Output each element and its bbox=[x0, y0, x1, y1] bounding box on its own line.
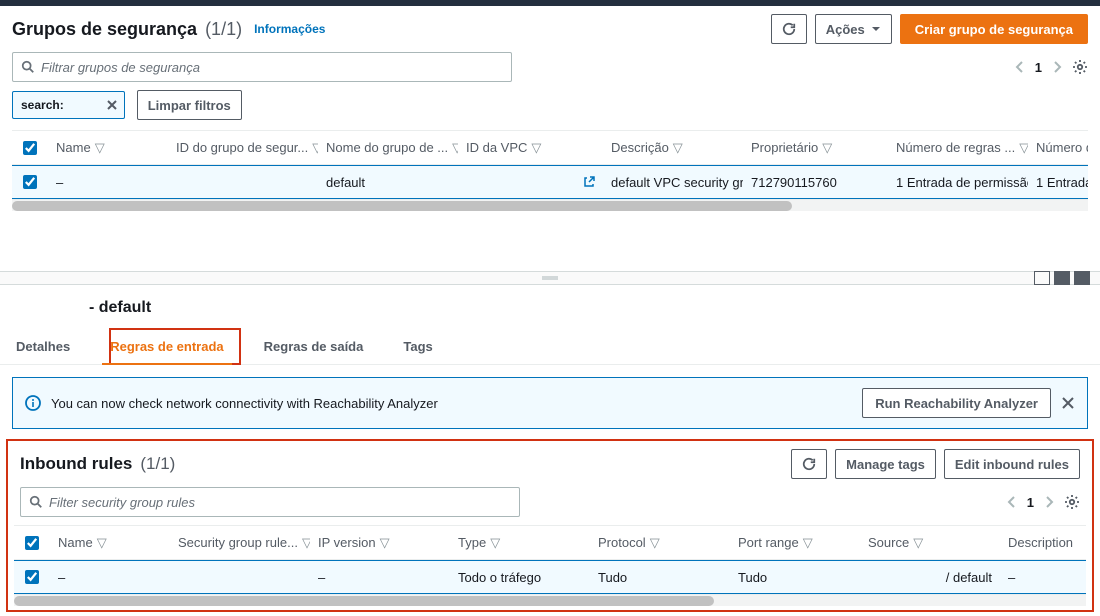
horizontal-scrollbar[interactable] bbox=[12, 199, 1088, 211]
icell-port-range: Tudo bbox=[730, 570, 860, 585]
cell-name: – bbox=[48, 175, 168, 190]
filter-token: search: bbox=[12, 91, 125, 119]
col-description[interactable]: Descrição▽ bbox=[603, 140, 743, 156]
filter-placeholder: Filtrar grupos de segurança bbox=[41, 60, 200, 75]
search-icon bbox=[21, 60, 35, 74]
icell-type: Todo o tráfego bbox=[450, 570, 590, 585]
tab-details[interactable]: Detalhes bbox=[16, 329, 86, 364]
panel-count: (1/1) bbox=[205, 19, 242, 40]
icol-rule-id[interactable]: Security group rule...▽ bbox=[170, 535, 310, 551]
filter-token-close[interactable] bbox=[106, 99, 118, 111]
info-icon bbox=[25, 395, 41, 411]
actions-label: Ações bbox=[826, 22, 865, 37]
cell-description: default VPC security gr... bbox=[603, 175, 743, 190]
inbound-page-number: 1 bbox=[1027, 495, 1034, 510]
grip-icon bbox=[540, 275, 560, 281]
icol-ip-version[interactable]: IP version▽ bbox=[310, 535, 450, 551]
security-groups-table: Name▽ ID do grupo de segur...▽ Nome do g… bbox=[12, 130, 1088, 211]
row-checkbox[interactable] bbox=[23, 175, 37, 189]
view-mode-2-button[interactable] bbox=[1054, 271, 1070, 285]
col-inbound-count[interactable]: Número de regras ...▽ bbox=[888, 140, 1028, 156]
col-name[interactable]: Name▽ bbox=[48, 140, 168, 156]
inbound-refresh-button[interactable] bbox=[791, 449, 827, 479]
run-reachability-button[interactable]: Run Reachability Analyzer bbox=[862, 388, 1051, 418]
inbound-header-row: Name▽ Security group rule...▽ IP version… bbox=[14, 526, 1086, 560]
select-all-checkbox[interactable] bbox=[23, 141, 37, 155]
close-icon bbox=[1061, 396, 1075, 410]
inbound-filter-input[interactable]: Filter security group rules bbox=[20, 487, 520, 517]
col-outbound-count[interactable]: Número de re bbox=[1028, 140, 1088, 155]
inbound-count: (1/1) bbox=[140, 454, 175, 474]
refresh-button[interactable] bbox=[771, 14, 807, 44]
cell-owner: 712790115760 bbox=[743, 175, 888, 190]
create-security-group-button[interactable]: Criar grupo de segurança bbox=[900, 14, 1088, 44]
pager: 1 bbox=[1015, 59, 1088, 75]
edit-inbound-rules-button[interactable]: Edit inbound rules bbox=[944, 449, 1080, 479]
refresh-icon bbox=[782, 22, 796, 36]
icol-port-range[interactable]: Port range▽ bbox=[730, 535, 860, 551]
icell-source: / default bbox=[860, 570, 1000, 585]
filter-input[interactable]: Filtrar grupos de segurança bbox=[12, 52, 512, 82]
external-link-icon[interactable] bbox=[583, 176, 595, 188]
inbound-rules-section: Inbound rules (1/1) Manage tags Edit inb… bbox=[6, 439, 1094, 612]
cell-vpc-id bbox=[458, 176, 603, 188]
page-next-icon[interactable] bbox=[1044, 496, 1054, 508]
icell-description: – bbox=[1000, 570, 1086, 585]
alert-text: You can now check network connectivity w… bbox=[51, 396, 438, 411]
page-next-icon[interactable] bbox=[1052, 61, 1062, 73]
filter-token-key: search: bbox=[21, 98, 64, 112]
inbound-horizontal-scrollbar[interactable] bbox=[14, 594, 1086, 606]
refresh-icon bbox=[802, 457, 816, 471]
inbound-pager: 1 bbox=[1007, 494, 1080, 510]
page-prev-icon[interactable] bbox=[1007, 496, 1017, 508]
close-icon bbox=[106, 99, 118, 111]
search-icon bbox=[29, 495, 43, 509]
table-header-row: Name▽ ID do grupo de segur...▽ Nome do g… bbox=[12, 131, 1088, 165]
col-vpc-id[interactable]: ID da VPC▽ bbox=[458, 140, 603, 156]
col-owner[interactable]: Proprietário▽ bbox=[743, 140, 888, 156]
inbound-row[interactable]: – – Todo o tráfego Tudo Tudo / default – bbox=[14, 560, 1086, 594]
info-link[interactable]: Informações bbox=[254, 22, 325, 36]
tab-outbound-rules[interactable]: Regras de saída bbox=[264, 329, 380, 364]
icol-name[interactable]: Name▽ bbox=[50, 535, 170, 551]
icol-source[interactable]: Source▽ bbox=[860, 535, 1000, 551]
col-sg-id[interactable]: ID do grupo de segur...▽ bbox=[168, 140, 318, 156]
actions-button[interactable]: Ações bbox=[815, 14, 892, 44]
cell-outbound-count: 1 Entrada de p bbox=[1028, 175, 1088, 190]
inbound-title: Inbound rules bbox=[20, 454, 132, 474]
reachability-alert: You can now check network connectivity w… bbox=[12, 377, 1088, 429]
col-sg-name[interactable]: Nome do grupo de ...▽ bbox=[318, 140, 458, 156]
detail-title: sg-xxxxx - default bbox=[0, 285, 1100, 317]
clear-filters-button[interactable]: Limpar filtros bbox=[137, 90, 242, 120]
page-prev-icon[interactable] bbox=[1015, 61, 1025, 73]
view-mode-1-button[interactable] bbox=[1034, 271, 1050, 285]
icol-description[interactable]: Description bbox=[1000, 535, 1086, 550]
table-row[interactable]: – default default VPC security gr... 712… bbox=[12, 165, 1088, 199]
page-number: 1 bbox=[1035, 60, 1042, 75]
icell-name: – bbox=[50, 570, 170, 585]
manage-tags-button[interactable]: Manage tags bbox=[835, 449, 936, 479]
panel-title: Grupos de segurança bbox=[12, 19, 197, 40]
cell-sg-name: default bbox=[318, 175, 458, 190]
tab-tags[interactable]: Tags bbox=[403, 329, 448, 364]
view-mode-3-button[interactable] bbox=[1074, 271, 1090, 285]
inbound-rules-table: Name▽ Security group rule...▽ IP version… bbox=[14, 525, 1086, 606]
alert-dismiss[interactable] bbox=[1061, 396, 1075, 410]
settings-gear-icon[interactable] bbox=[1064, 494, 1080, 510]
icol-type[interactable]: Type▽ bbox=[450, 535, 590, 551]
settings-gear-icon[interactable] bbox=[1072, 59, 1088, 75]
panel-splitter[interactable] bbox=[0, 271, 1100, 285]
cell-inbound-count: 1 Entrada de permissão bbox=[888, 175, 1028, 190]
security-groups-panel: Grupos de segurança (1/1) Informações Aç… bbox=[0, 6, 1100, 211]
caret-down-icon bbox=[871, 24, 881, 34]
icell-protocol: Tudo bbox=[590, 570, 730, 585]
inbound-row-checkbox[interactable] bbox=[25, 570, 39, 584]
tab-inbound-rules[interactable]: Regras de entrada bbox=[110, 329, 239, 364]
inbound-filter-placeholder: Filter security group rules bbox=[49, 495, 195, 510]
icol-protocol[interactable]: Protocol▽ bbox=[590, 535, 730, 551]
inbound-select-all-checkbox[interactable] bbox=[25, 536, 39, 550]
tabs: Detalhes Regras de entrada Regras de saí… bbox=[0, 329, 1100, 365]
icell-ip-version: – bbox=[310, 570, 450, 585]
